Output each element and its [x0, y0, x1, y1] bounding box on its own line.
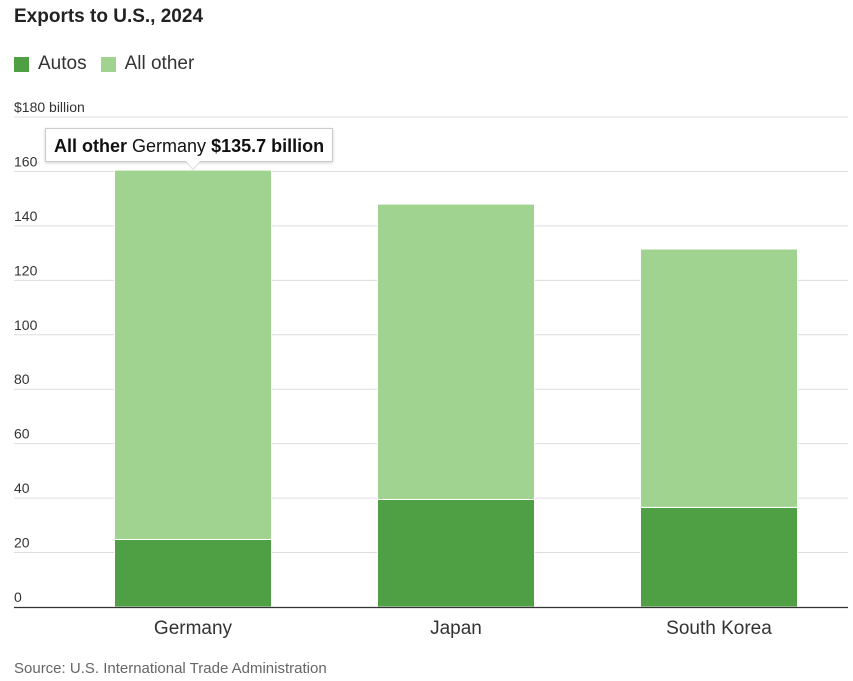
legend: Autos All other — [14, 53, 208, 75]
legend-item-all-other: All other — [100, 53, 195, 75]
y-tick-label-20: 20 — [14, 535, 30, 551]
tooltip-series: All other — [54, 136, 128, 156]
legend-label-autos: Autos — [38, 53, 87, 74]
bar-japan-all-other — [377, 203, 535, 500]
axes: 0 20 40 60 80 100 120 140 160 $180 billion Germany… — [14, 99, 848, 639]
legend-swatch-all-other — [100, 56, 116, 72]
bar-germany-autos — [114, 538, 272, 608]
y-tick-label-80: 80 — [14, 371, 30, 387]
tooltip: All other Germany $135.7 billion — [45, 128, 334, 162]
y-tick-label-160: 160 — [14, 153, 38, 169]
x-category-label-japan: Japan — [430, 618, 482, 639]
bar-south-korea-autos — [640, 506, 798, 608]
bar-germany-all-other — [114, 169, 272, 540]
y-tick-label-120: 120 — [14, 262, 38, 278]
y-tick-label-180: $180 billion — [14, 99, 85, 115]
chart-title: Exports to U.S., 2024 — [14, 6, 204, 27]
bar-japan-autos — [377, 498, 535, 608]
y-tick-label-0: 0 — [14, 589, 22, 605]
y-tick-label-40: 40 — [14, 480, 30, 496]
legend-swatch-autos — [14, 56, 29, 72]
bar-south-korea-all-other — [640, 248, 798, 508]
legend-label-all-other: All other — [124, 53, 195, 74]
y-tick-label-140: 140 — [14, 208, 38, 224]
y-tick-label-100: 100 — [14, 317, 38, 333]
tooltip-value: $135.7 billion — [211, 136, 325, 156]
source-note: Source: U.S. International Trade Adminis… — [14, 660, 327, 677]
y-tick-label-60: 60 — [14, 426, 30, 442]
x-category-label-south-korea: South Korea — [666, 618, 772, 639]
tooltip-category: Germany — [132, 136, 207, 156]
bars — [114, 169, 798, 608]
legend-item-autos: Autos — [14, 53, 87, 75]
tooltip-pointer — [186, 161, 200, 169]
x-category-label-germany: Germany — [154, 618, 233, 639]
